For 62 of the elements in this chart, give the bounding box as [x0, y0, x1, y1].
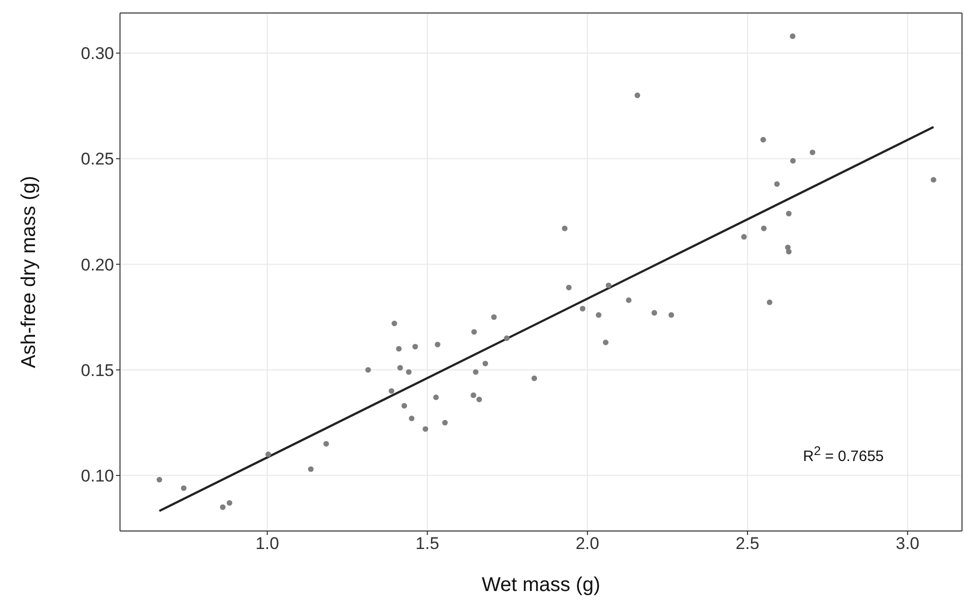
y-tick-label: 0.25	[80, 150, 114, 169]
y-axis-title: Ash-free dry mass (g)	[18, 176, 40, 368]
point	[442, 420, 448, 426]
point	[156, 476, 162, 482]
point	[180, 485, 187, 491]
point	[531, 376, 538, 382]
point	[422, 426, 428, 432]
point	[562, 226, 568, 232]
point	[365, 367, 371, 373]
x-tick-label: 2.5	[736, 534, 760, 554]
point	[388, 388, 394, 394]
point	[396, 346, 402, 352]
point	[652, 310, 658, 316]
point	[220, 504, 226, 510]
point	[472, 369, 478, 375]
point	[412, 344, 418, 350]
y-tick-label: 0.10	[80, 466, 114, 486]
x-tick-label: 1.5	[416, 534, 440, 554]
point	[786, 210, 792, 216]
y-tick-label: 0.20	[80, 255, 114, 274]
point	[392, 320, 398, 326]
point	[476, 396, 482, 402]
point	[397, 364, 403, 371]
point	[930, 177, 936, 183]
point	[433, 394, 439, 400]
point	[406, 369, 412, 375]
point	[810, 150, 816, 156]
x-tick-label: 1.0	[255, 534, 280, 554]
point	[790, 33, 796, 40]
point	[566, 284, 572, 290]
point	[226, 500, 232, 506]
point	[626, 297, 632, 303]
x-tick-label: 2.0	[576, 534, 600, 554]
point	[760, 136, 766, 142]
point	[596, 312, 602, 318]
point	[580, 306, 586, 312]
point	[308, 466, 314, 472]
point	[668, 312, 674, 318]
x-axis-title: Wet mass (g)	[482, 574, 600, 596]
point	[504, 335, 510, 341]
point	[634, 92, 640, 98]
point	[602, 340, 608, 346]
point	[401, 402, 408, 409]
point	[434, 342, 440, 348]
point	[606, 282, 612, 288]
y-tick-label: 0.15	[80, 360, 114, 380]
point	[323, 440, 329, 447]
annotation: R$^{2}$ = 0.7655	[803, 444, 884, 465]
point	[482, 360, 488, 366]
point	[774, 181, 780, 187]
point	[790, 158, 796, 164]
point	[471, 329, 477, 335]
y-tick-label: 0.30	[80, 44, 114, 64]
point	[741, 234, 747, 240]
point	[491, 314, 497, 320]
point	[265, 452, 272, 458]
point	[761, 226, 767, 232]
x-tick-label: 3.0	[896, 534, 920, 554]
point	[766, 300, 772, 306]
point	[408, 416, 414, 422]
point	[470, 392, 476, 398]
point	[786, 248, 792, 254]
